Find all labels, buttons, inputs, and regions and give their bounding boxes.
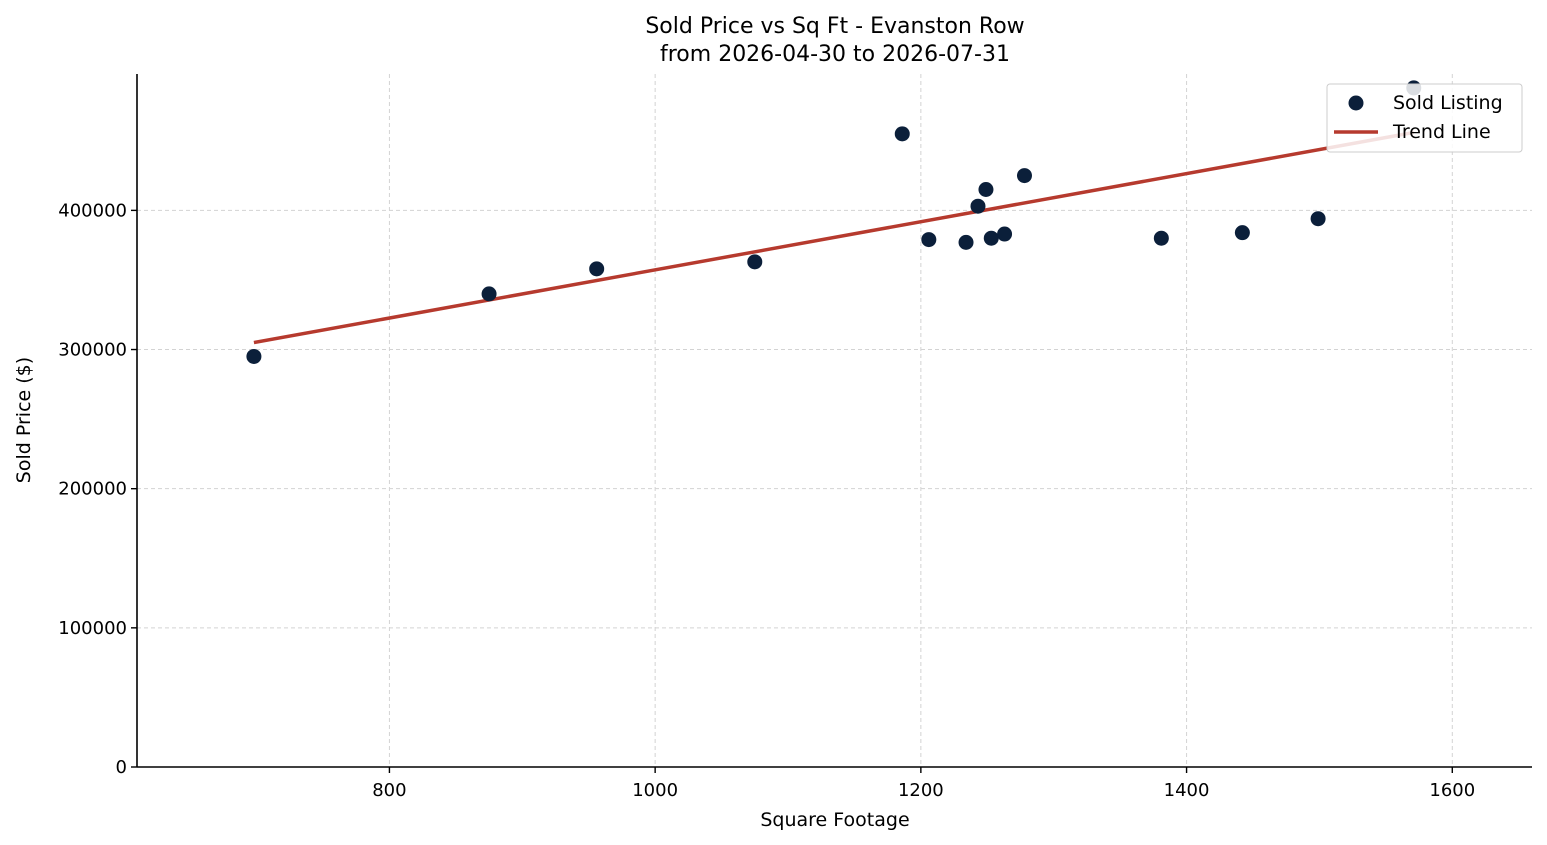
x-axis-label: Square Footage [760,809,909,831]
scatter-point [589,261,605,277]
scatter-point [246,348,262,364]
legend-label-sold-listing: Sold Listing [1393,92,1503,114]
scatter-point [970,198,986,214]
chart-title: Sold Price vs Sq Ft - Evanston Row [645,14,1024,39]
sold-listing-series [246,80,1422,364]
scatter-point [921,232,937,248]
y-axis-label: Sold Price ($) [13,357,35,483]
x-tick-label: 1400 [1164,780,1210,801]
x-axis-ticks: 800 1000 1200 1400 1600 [372,767,1475,801]
axes [136,74,1532,768]
scatter-point [481,286,497,302]
y-tick-label: 300000 [58,340,127,361]
legend: Sold Listing Trend Line [1326,83,1523,153]
y-tick-label: 0 [116,757,127,778]
y-tick-label: 400000 [58,200,127,221]
scatter-point [983,230,999,246]
legend-marker-sold-listing [1348,95,1364,111]
scatter-point [1153,230,1169,246]
y-tick-label: 100000 [58,618,127,639]
chart-subtitle: from 2026-04-30 to 2026-07-31 [660,42,1010,67]
x-tick-label: 1200 [898,780,944,801]
y-tick-label: 200000 [58,479,127,500]
scatter-point [958,234,974,250]
x-tick-label: 1600 [1429,780,1475,801]
scatter-point [1016,168,1032,184]
scatter-point [1234,225,1250,241]
scatter-point [1310,211,1326,227]
scatter-point [894,126,910,142]
scatter-point [978,182,994,197]
legend-box [1326,83,1523,153]
legend-label-trend-line: Trend Line [1392,121,1491,143]
scatter-point [747,254,763,270]
grid [137,74,1532,768]
x-tick-label: 1000 [632,780,678,801]
y-axis-ticks: 0 100000 200000 300000 400000 [58,200,137,778]
trend-line-series [253,130,1415,345]
scatter-point [997,226,1013,242]
x-tick-label: 800 [372,780,406,801]
trend-line [253,130,1415,345]
